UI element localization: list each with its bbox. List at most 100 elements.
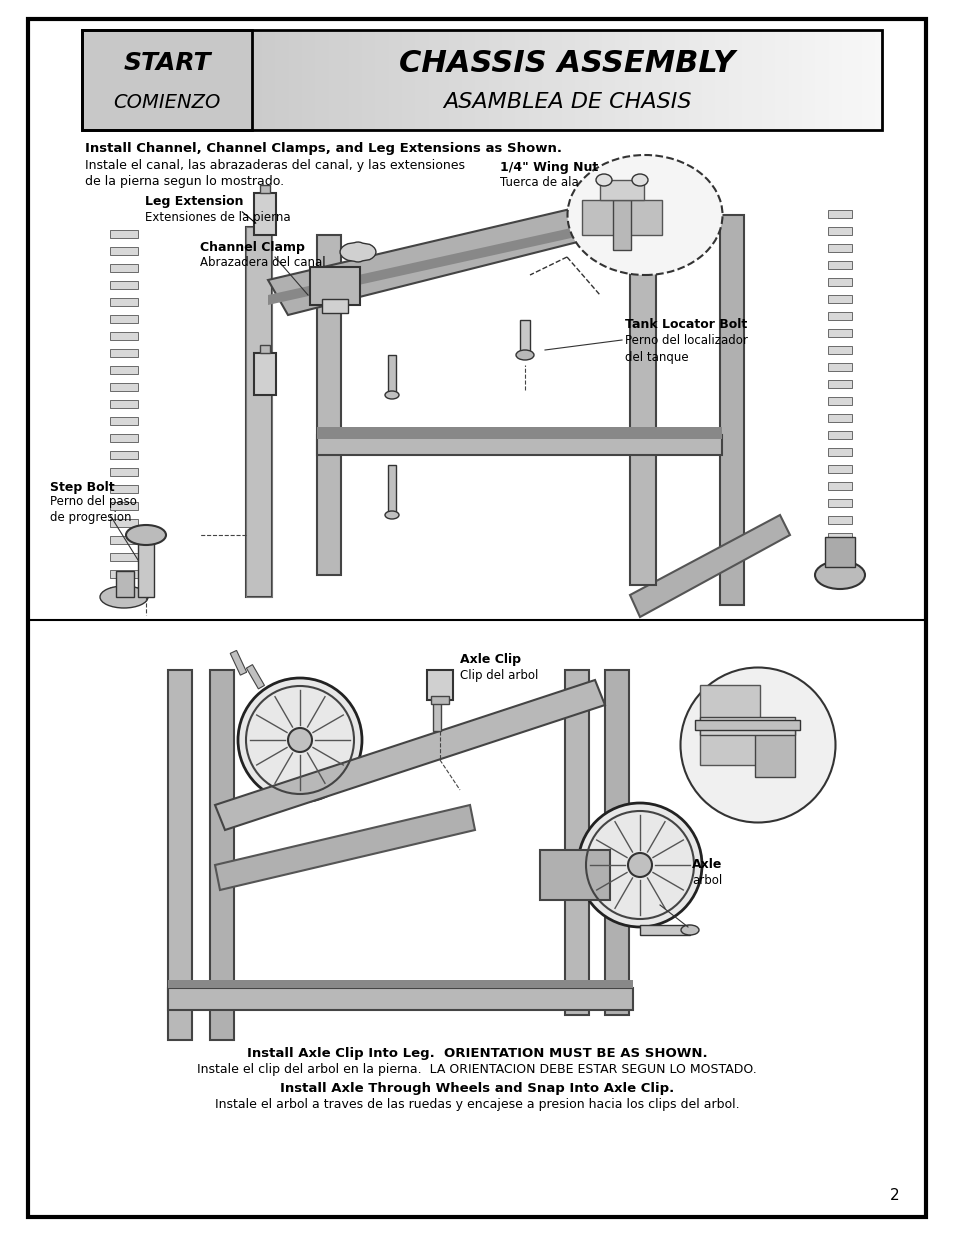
Bar <box>515 30 522 130</box>
Bar <box>827 380 851 388</box>
Bar <box>828 30 836 130</box>
Bar <box>827 550 851 558</box>
Bar <box>316 235 340 576</box>
Bar <box>639 925 689 935</box>
Text: Tuerca de ala: Tuerca de ala <box>499 177 578 189</box>
Bar <box>555 30 562 130</box>
Bar <box>138 537 153 597</box>
Bar <box>655 30 662 130</box>
Bar <box>89 30 96 130</box>
Bar <box>142 30 150 130</box>
Bar <box>599 180 643 200</box>
Bar <box>215 30 223 130</box>
Bar <box>388 30 395 130</box>
Polygon shape <box>268 195 644 315</box>
Bar <box>210 671 233 1040</box>
Bar <box>246 227 272 597</box>
Bar <box>781 30 789 130</box>
Bar <box>827 567 851 576</box>
Bar <box>110 247 138 254</box>
Bar <box>608 30 616 130</box>
Polygon shape <box>316 435 721 454</box>
Bar <box>641 30 649 130</box>
Bar <box>110 501 138 510</box>
Bar <box>110 485 138 493</box>
Bar <box>253 353 275 395</box>
Bar <box>246 664 264 689</box>
Bar <box>110 332 138 340</box>
Bar <box>775 30 782 130</box>
Bar <box>581 200 661 235</box>
Bar <box>295 30 303 130</box>
Bar <box>668 30 676 130</box>
Bar <box>255 30 263 130</box>
Ellipse shape <box>814 561 864 589</box>
Bar <box>575 30 582 130</box>
Text: Install Axle Through Wheels and Snap Into Axle Clip.: Install Axle Through Wheels and Snap Int… <box>279 1082 674 1095</box>
Text: Extensiones de la pierna: Extensiones de la pierna <box>145 210 291 224</box>
Bar <box>508 30 516 130</box>
Ellipse shape <box>385 511 398 519</box>
Text: Axle Clip: Axle Clip <box>459 652 520 666</box>
Ellipse shape <box>680 925 699 935</box>
Bar <box>521 30 529 130</box>
Polygon shape <box>316 427 721 438</box>
Ellipse shape <box>516 350 534 359</box>
Bar <box>824 537 854 567</box>
Ellipse shape <box>100 585 148 608</box>
Bar <box>795 30 802 130</box>
Bar <box>827 499 851 508</box>
Bar <box>95 30 103 130</box>
Bar <box>315 30 323 130</box>
Bar <box>110 400 138 408</box>
Text: Step Bolt: Step Bolt <box>50 480 114 494</box>
Bar <box>448 30 456 130</box>
Bar <box>249 30 256 130</box>
Bar <box>110 587 138 595</box>
Ellipse shape <box>385 391 398 399</box>
Bar <box>495 30 502 130</box>
Text: Leg Extension: Leg Extension <box>145 195 243 209</box>
Bar <box>827 329 851 337</box>
Bar <box>110 350 138 357</box>
Bar <box>269 30 276 130</box>
Bar <box>528 30 536 130</box>
Bar <box>488 30 496 130</box>
Bar <box>189 30 196 130</box>
Text: de progresion: de progresion <box>50 510 132 524</box>
Bar <box>862 30 869 130</box>
Bar <box>169 30 176 130</box>
Bar <box>827 295 851 303</box>
Bar <box>821 30 829 130</box>
Bar <box>335 30 343 130</box>
Bar <box>827 278 851 287</box>
Bar <box>122 30 130 130</box>
Bar <box>182 30 190 130</box>
Bar <box>435 30 442 130</box>
Bar <box>310 267 359 305</box>
Bar <box>408 30 416 130</box>
Bar <box>561 30 569 130</box>
Text: 2: 2 <box>889 1188 899 1203</box>
Bar <box>175 30 183 130</box>
Bar <box>688 30 696 130</box>
Text: Abrazadera del canal: Abrazadera del canal <box>200 257 325 269</box>
Bar <box>827 210 851 219</box>
Bar <box>110 433 138 442</box>
Text: Channel Clamp: Channel Clamp <box>200 241 305 253</box>
Bar <box>588 30 596 130</box>
Bar <box>415 30 422 130</box>
Bar <box>827 312 851 320</box>
Bar <box>427 671 453 700</box>
Bar <box>431 697 449 704</box>
Circle shape <box>237 678 361 802</box>
Bar <box>827 431 851 438</box>
Bar <box>82 30 90 130</box>
Bar <box>260 345 270 353</box>
Polygon shape <box>214 680 604 830</box>
Bar <box>835 30 842 130</box>
Bar <box>302 30 310 130</box>
Bar <box>322 299 348 312</box>
Ellipse shape <box>126 525 166 545</box>
Bar <box>388 354 395 395</box>
